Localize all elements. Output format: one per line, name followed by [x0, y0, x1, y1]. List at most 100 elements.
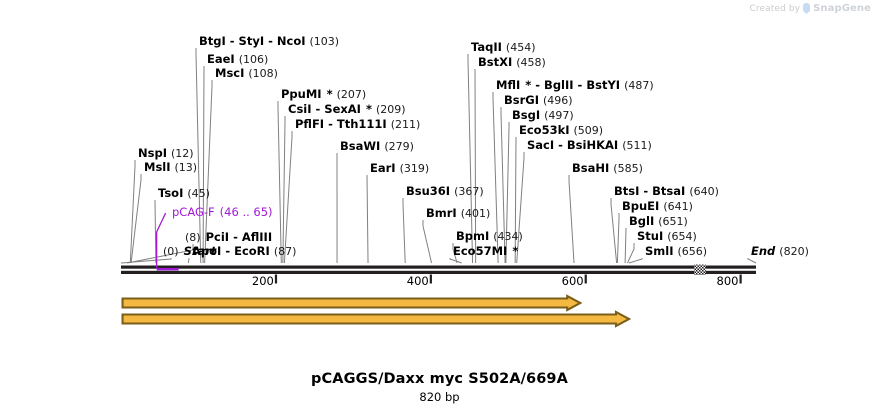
feature-label-pcag-f[interactable]: pCAG-F (46 .. 65): [172, 206, 273, 219]
arrow-lower: [121, 310, 632, 328]
leader-line-taqii: [467, 54, 474, 264]
site-position: (434): [493, 230, 523, 243]
site-label-apoi-ecori[interactable]: ApoI - EcoRI (87): [192, 245, 297, 259]
site-label-bsrgi[interactable]: BsrGI (496): [504, 94, 573, 108]
site-label-tsoi[interactable]: TsoI (45): [158, 187, 210, 201]
site-label-bsgi[interactable]: BsgI (497): [512, 108, 574, 123]
site-label-pflfi-tth111i[interactable]: PflFI - Tth111I (211): [295, 117, 421, 132]
site-label-taqii[interactable]: TaqII (454): [471, 41, 536, 55]
site-label-csii-sexai[interactable]: CsiI - SexAI * (209): [288, 102, 406, 117]
site-label-bsu36i[interactable]: Bsu36I (367): [406, 184, 484, 199]
site-position: (319): [399, 162, 430, 175]
site-label-stui[interactable]: StuI (654): [637, 230, 697, 244]
site-name: PpuMI: [281, 87, 322, 101]
site-name: End: [751, 244, 776, 258]
site-label-msci[interactable]: MscI (108): [215, 67, 278, 81]
primer-feature-bar: [156, 268, 179, 271]
axis-tick: [739, 274, 742, 284]
site-name-suffix: - BglII - BstYI: [531, 78, 621, 92]
site-label-pcii-afliii[interactable]: (8) PciI - AflIII: [185, 231, 272, 245]
site-label-bgli[interactable]: BglI (651): [629, 214, 688, 229]
axis-tick: [584, 274, 587, 284]
site-position: (401): [460, 207, 491, 220]
leader-line-nspi: [129, 160, 136, 264]
site-label-eco57mi[interactable]: Eco57MI *: [453, 245, 518, 258]
site-label-btsi-btsai[interactable]: BtsI - BtsaI (640): [614, 185, 719, 199]
feature-position: (46 .. 65): [219, 205, 273, 219]
leader-line-eco57mi: [449, 258, 462, 264]
site-label-btgi-styi-ncoi[interactable]: BtgI - StyI - NcoI (103): [199, 35, 340, 49]
leader-line-eco53ki: [514, 136, 517, 264]
site-name: BsaWI: [340, 139, 381, 153]
site-name: BstXI: [478, 55, 513, 69]
site-label-ppumi[interactable]: PpuMI * (207): [281, 87, 367, 102]
site-label-msli[interactable]: MslI (13): [144, 161, 198, 175]
site-label-mfli-bglii-bstyi[interactable]: MflI * - BglII - BstYI (487): [496, 78, 654, 93]
site-name: BsgI: [512, 108, 541, 122]
site-label-bstxi[interactable]: BstXI (458): [478, 55, 546, 70]
site-position: (8): [185, 231, 201, 244]
site-star-icon: *: [508, 244, 519, 258]
site-position: (651): [658, 215, 688, 228]
leader-line-tsoi: [154, 199, 157, 264]
site-position: (108): [248, 67, 278, 80]
site-label-bmri[interactable]: BmrI (401): [426, 206, 491, 221]
site-name: BmrI: [426, 206, 457, 220]
site-position: (511): [622, 139, 652, 152]
site-position: (207): [336, 88, 367, 101]
site-position: (87): [273, 245, 297, 258]
site-name: Eco53kI: [519, 123, 570, 137]
site-position: (656): [677, 245, 708, 258]
site-position: (487): [624, 79, 654, 92]
site-label-eaei[interactable]: EaeI (106): [207, 52, 268, 67]
site-label-saci-bsihkai[interactable]: SacI - BsiHKAI (511): [527, 138, 652, 153]
site-label-eco53ki[interactable]: Eco53kI (509): [519, 123, 603, 138]
site-name: SacI - BsiHKAI: [527, 138, 619, 152]
site-label-bpuei[interactable]: BpuEI (641): [622, 200, 693, 214]
site-label-eari[interactable]: EarI (319): [370, 162, 430, 176]
axis-tick-label: 800: [716, 274, 739, 288]
leader-line-bsahi: [568, 175, 575, 264]
page-title: pCAGGS/Daxx myc S502A/669A: [311, 371, 568, 387]
site-name: EaeI: [207, 52, 235, 66]
feature-marker-group: [155, 212, 179, 271]
leader-line-bstxi: [474, 68, 477, 264]
site-position: (45): [187, 187, 210, 200]
site-name: SmlI: [645, 244, 674, 258]
leader-line-end: [747, 258, 757, 264]
site-label-end[interactable]: End (820): [751, 244, 809, 259]
leader-line-bsrgi: [500, 107, 506, 264]
site-name: Bsu36I: [406, 184, 451, 198]
site-star-icon: *: [361, 102, 372, 116]
site-position: (458): [516, 56, 546, 69]
leader-line-eaei: [202, 65, 205, 264]
leader-line-csii-sexai: [282, 116, 286, 264]
site-label-bsawi[interactable]: BsaWI (279): [340, 139, 414, 154]
site-name: BglI: [629, 214, 655, 228]
site-position: (209): [376, 103, 406, 116]
leader-line-eari: [366, 174, 369, 264]
site-label-bpmi[interactable]: BpmI (434): [456, 230, 523, 244]
leader-line-bsu36i: [402, 198, 406, 264]
site-position: (211): [390, 118, 421, 131]
site-position: (13): [174, 161, 198, 174]
leader-line-bmri: [422, 220, 433, 264]
site-position: (103): [309, 35, 340, 48]
leader-line-bgli: [624, 227, 627, 264]
site-name: PflFI - Tth111I: [295, 117, 387, 131]
site-label-smli[interactable]: SmlI (656): [645, 244, 708, 259]
site-label-nspi[interactable]: NspI (12): [138, 147, 194, 161]
site-position: (12): [170, 147, 194, 160]
site-name: Eco57MI: [453, 244, 508, 258]
site-position: (279): [384, 140, 414, 153]
leader-line-btsi-btsai: [610, 198, 618, 264]
site-label-start[interactable]: (0) Start: [163, 245, 216, 259]
leader-line-pcii-afliii: [127, 244, 194, 264]
site-label-bsahi[interactable]: BsaHI (585): [572, 162, 643, 176]
leader-line-msci: [204, 80, 213, 264]
axis-tick: [429, 274, 432, 284]
leader-line-msli: [130, 174, 142, 264]
leader-line-apoi-ecori: [187, 257, 190, 264]
site-position: (641): [663, 200, 693, 213]
site-position: (367): [454, 185, 484, 198]
